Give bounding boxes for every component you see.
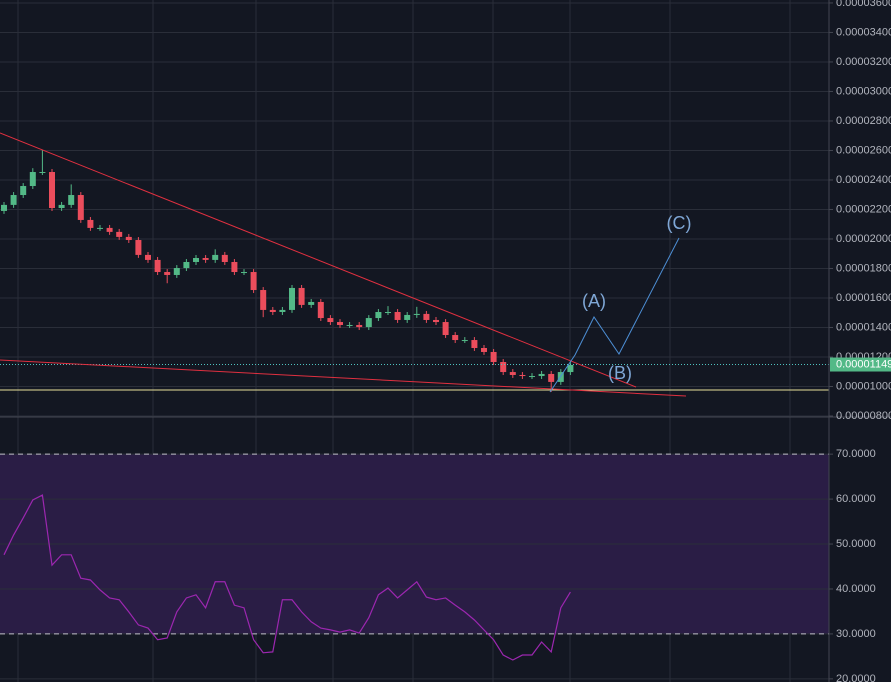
last-price-label: 0.00001149 bbox=[836, 358, 891, 370]
y-tick-label: 0.00001800 bbox=[836, 262, 891, 274]
candle-body bbox=[365, 318, 372, 328]
y-tick-label: 0.00002000 bbox=[836, 233, 891, 245]
y-tick-label: 50.0000 bbox=[836, 538, 876, 550]
candle-body bbox=[298, 287, 305, 305]
candle-body bbox=[289, 287, 295, 310]
wave-label: (C) bbox=[667, 213, 692, 233]
candle-body bbox=[221, 254, 228, 262]
candle-body bbox=[471, 340, 478, 348]
candle-body bbox=[567, 364, 574, 373]
y-tick-label: 0.00001000 bbox=[836, 380, 891, 392]
y-tick-label: 30.0000 bbox=[836, 628, 876, 640]
candle-body bbox=[500, 362, 507, 373]
trendline bbox=[0, 359, 687, 397]
y-tick-label: 0.00003200 bbox=[836, 56, 891, 68]
candle-body bbox=[193, 258, 199, 262]
value-grid bbox=[0, 2, 829, 680]
candle-body bbox=[164, 272, 171, 275]
trendline bbox=[0, 132, 637, 388]
candle-body bbox=[241, 272, 247, 274]
candle-body bbox=[548, 373, 555, 382]
y-tick-label: 60.0000 bbox=[836, 493, 876, 505]
y-tick-label: 0.00003400 bbox=[836, 26, 891, 38]
wave-label: (A) bbox=[582, 291, 606, 311]
candle-body bbox=[442, 322, 449, 336]
y-tick-label: 0.00002400 bbox=[836, 174, 891, 186]
y-tick-label: 0.00002800 bbox=[836, 115, 891, 127]
candle-body bbox=[509, 372, 516, 375]
wave-label: (B) bbox=[608, 363, 632, 383]
y-tick-label: 40.0000 bbox=[836, 583, 876, 595]
candle-body bbox=[106, 227, 113, 232]
candle-body bbox=[481, 347, 487, 352]
y-tick-label: 0.00000800 bbox=[836, 410, 891, 422]
candle-body bbox=[404, 314, 411, 320]
y-tick-label: 20.0000 bbox=[836, 673, 876, 682]
candle-body bbox=[461, 340, 468, 342]
candle-body bbox=[212, 254, 219, 260]
candle-body bbox=[183, 261, 190, 269]
candle-body bbox=[269, 309, 276, 312]
candle-body bbox=[58, 204, 65, 208]
y-tick-label: 0.00002200 bbox=[836, 203, 891, 215]
candle-body bbox=[279, 309, 286, 312]
last-price-box bbox=[830, 357, 891, 372]
candle-body bbox=[317, 301, 324, 319]
axis-background bbox=[829, 0, 891, 682]
candle-body bbox=[39, 172, 46, 174]
candle-body bbox=[135, 240, 142, 255]
candle-body bbox=[154, 259, 161, 273]
y-tick-label: 0.00003000 bbox=[836, 85, 891, 97]
drawings: (A) (B) (C) bbox=[0, 132, 829, 397]
candle-body bbox=[260, 290, 267, 310]
candle-body bbox=[231, 261, 238, 273]
candle-body bbox=[394, 312, 401, 320]
candle-body bbox=[337, 322, 343, 325]
candle-body bbox=[29, 172, 36, 187]
candle-body bbox=[125, 236, 132, 241]
candle-body bbox=[87, 219, 94, 228]
candle-body bbox=[356, 324, 363, 328]
candle-body bbox=[308, 301, 315, 305]
y-tick-label: 70.0000 bbox=[836, 448, 876, 460]
candle-body bbox=[10, 195, 17, 205]
y-tick-label: 0.00002600 bbox=[836, 144, 891, 156]
candle-body bbox=[116, 231, 123, 237]
candle-body bbox=[327, 318, 334, 323]
candle-body bbox=[202, 258, 209, 260]
candle-body bbox=[452, 335, 459, 341]
data-marks bbox=[0, 150, 829, 661]
rsi-line bbox=[3, 494, 571, 661]
y-tick-label: 0.00001400 bbox=[836, 321, 891, 333]
candle-body bbox=[385, 312, 391, 313]
candle-body bbox=[49, 172, 55, 208]
candle-body bbox=[538, 373, 545, 377]
candle-body bbox=[423, 313, 430, 320]
candle-body bbox=[346, 324, 353, 326]
y-tick-label: 0.00003600 bbox=[836, 0, 891, 9]
candle-body bbox=[68, 195, 75, 205]
candle-body bbox=[557, 372, 564, 382]
candle-body bbox=[1, 204, 7, 211]
candle-body bbox=[20, 186, 27, 196]
wave-path bbox=[549, 237, 680, 393]
candle-body bbox=[433, 319, 439, 323]
y-tick-label: 0.00001600 bbox=[836, 292, 891, 304]
candle-body bbox=[250, 272, 257, 291]
candle-body bbox=[375, 312, 382, 319]
candle-body bbox=[77, 195, 84, 220]
candle-body bbox=[519, 374, 526, 377]
candle-body bbox=[413, 313, 420, 315]
candle-body bbox=[529, 376, 535, 378]
candle-body bbox=[145, 254, 151, 260]
candle-body bbox=[173, 268, 180, 275]
candle-body bbox=[97, 227, 103, 229]
candle-body bbox=[490, 351, 497, 363]
